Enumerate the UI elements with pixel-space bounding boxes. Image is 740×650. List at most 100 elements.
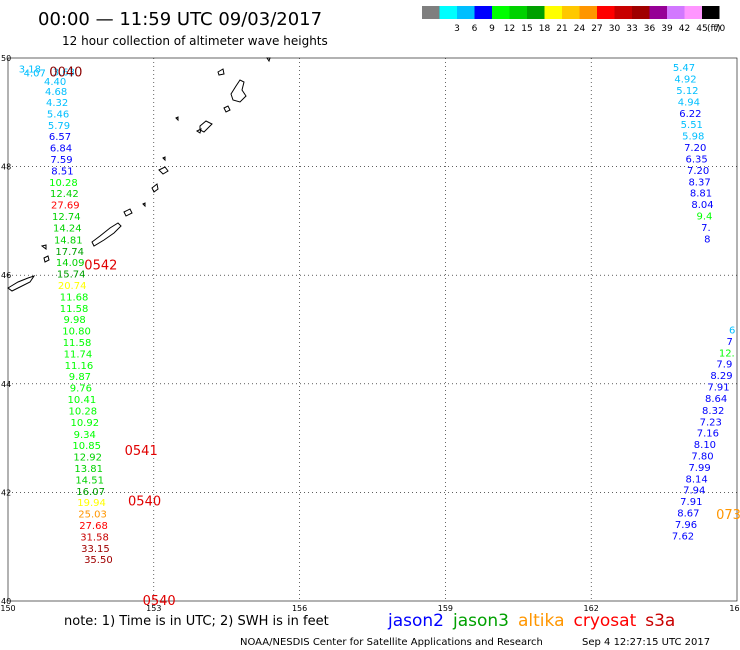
x-tick-label: 162 bbox=[584, 604, 599, 613]
credit-line: NOAA/NESDIS Center for Satellite Applica… bbox=[240, 637, 543, 648]
swh-point-cryosat: 11.74 bbox=[64, 349, 93, 360]
x-tick-label: 165 bbox=[729, 604, 740, 613]
swh-point-cryosat: 9.76 bbox=[70, 384, 92, 395]
swh-point-cryosat: 17.74 bbox=[55, 247, 84, 258]
x-tick-label: 159 bbox=[438, 604, 453, 613]
swh-point-jason2: 4.94 bbox=[678, 97, 700, 108]
swh-point-cryosat: 15.74 bbox=[57, 270, 86, 281]
swh-point-cryosat: 10.92 bbox=[70, 418, 99, 429]
legend-swatch bbox=[544, 6, 562, 19]
swh-point-jason2: 7.16 bbox=[697, 429, 719, 440]
satellite-label-jason3: jason3 bbox=[452, 611, 509, 631]
coastline-shape bbox=[7, 275, 36, 292]
swh-point-jason2: 12. bbox=[719, 348, 735, 359]
swh-point-jason2: 8.37 bbox=[688, 177, 710, 188]
swh-point-cryosat: 8.51 bbox=[51, 166, 73, 177]
swh-point-cryosat: 27.69 bbox=[51, 201, 80, 212]
swh-point-cryosat: 4.07 bbox=[24, 69, 46, 80]
swh-point-cryosat: 10.28 bbox=[69, 406, 98, 417]
legend-swatch bbox=[614, 6, 632, 19]
swh-point-cryosat: 10.80 bbox=[62, 327, 91, 338]
coastline-shape bbox=[223, 105, 231, 113]
swh-point-cryosat: 12.42 bbox=[50, 189, 79, 200]
x-tick-label: 153 bbox=[146, 604, 161, 613]
swh-point-cryosat: 3.18 bbox=[19, 64, 41, 75]
legend-tick-label: 39 bbox=[661, 24, 673, 34]
y-tick-label: 40 bbox=[1, 597, 11, 606]
legend-tick-label: 6 bbox=[472, 24, 478, 34]
swh-point-cryosat: 11.58 bbox=[60, 304, 89, 315]
pass-time-label: 0542 bbox=[84, 258, 117, 273]
coastline-shape bbox=[217, 68, 225, 76]
coastline-shape bbox=[199, 120, 213, 133]
legend-unit-label: (ft) bbox=[707, 24, 721, 34]
color-legend: 3 6 9 12 15 18 21 24 27 30 33 36 39 42 45 70(ft) bbox=[422, 6, 725, 34]
swh-point-jason2: 8.29 bbox=[710, 371, 732, 382]
swh-point-cryosat: 9.98 bbox=[63, 315, 85, 326]
swh-point-cryosat: 12.74 bbox=[52, 212, 81, 223]
coastline-shape bbox=[142, 202, 146, 208]
swh-point-cryosat: 14.51 bbox=[75, 475, 104, 486]
swh-point-jason2: 7. bbox=[701, 223, 711, 234]
swh-point-jason2: 8.10 bbox=[694, 440, 716, 451]
satellite-legend: jason2 jason3 altika cryosat s3a bbox=[387, 611, 675, 631]
coastline-shape bbox=[230, 79, 247, 103]
swh-point-cryosat: 14.81 bbox=[54, 235, 83, 246]
swh-point-jason2: 6.35 bbox=[686, 154, 708, 165]
plot-frame bbox=[7, 57, 738, 602]
swh-point-cryosat: 5.46 bbox=[47, 109, 69, 120]
legend-swatch bbox=[474, 6, 492, 19]
legend-tick-label: 21 bbox=[556, 24, 567, 34]
satellite-label-altika: altika bbox=[518, 611, 565, 631]
swh-point-cryosat: 4.40 bbox=[44, 77, 66, 88]
coastline-shape bbox=[162, 156, 166, 162]
swh-point-jason2: 6 bbox=[729, 326, 735, 337]
swh-point-cryosat: 9.34 bbox=[74, 430, 96, 441]
swh-point-jason2: 7.62 bbox=[672, 531, 694, 542]
legend-swatch bbox=[597, 6, 615, 19]
swh-point-jason2: 7.99 bbox=[688, 463, 710, 474]
pass-time-labels: 0040 0542 0541 0540 0540 073 bbox=[49, 66, 740, 609]
swh-point-jason2: 7.96 bbox=[675, 520, 697, 531]
gridlines bbox=[8, 58, 737, 601]
legend-swatch bbox=[422, 6, 440, 19]
legend-swatch bbox=[492, 6, 510, 19]
swh-point-cryosat: 10.85 bbox=[72, 441, 101, 452]
swh-point-cryosat: 7.59 bbox=[50, 155, 72, 166]
swh-point-jason2: 8.04 bbox=[691, 200, 713, 211]
swh-point-jason2: 7.91 bbox=[707, 383, 729, 394]
coastline-shape bbox=[196, 128, 202, 134]
swh-point-cryosat: 14.24 bbox=[53, 223, 82, 234]
legend-tick-label: 9 bbox=[489, 24, 495, 34]
swh-point-jason2: 5.47 bbox=[673, 63, 695, 74]
swh-point-cryosat: 31.58 bbox=[80, 532, 109, 543]
axis-tick-labels: 150 153 156 159 162 165 40 42 44 46 48 50 bbox=[0, 54, 740, 613]
legend-tick-label: 33 bbox=[626, 24, 637, 34]
swh-point-cryosat: 12.92 bbox=[73, 453, 102, 464]
swh-point-jason2: 7.9 bbox=[716, 360, 732, 371]
swh-point-cryosat: 16.07 bbox=[76, 487, 105, 498]
legend-swatch bbox=[457, 6, 475, 19]
swh-point-jason2: 8 bbox=[704, 234, 710, 245]
swh-point-jason2: 8.14 bbox=[686, 474, 708, 485]
swh-point-cryosat: 3.63 bbox=[53, 68, 75, 79]
x-tick-label: 150 bbox=[0, 604, 15, 613]
coastline-shape bbox=[151, 183, 159, 193]
swh-point-cryosat: 13.81 bbox=[74, 464, 103, 475]
coastline-shape bbox=[40, 244, 47, 250]
swh-point-cryosat: 14.09 bbox=[56, 258, 85, 269]
legend-swatch bbox=[702, 6, 720, 19]
swh-point-cryosat: 25.03 bbox=[78, 510, 107, 521]
swh-point-jason2: 7.94 bbox=[683, 486, 705, 497]
satellite-label-jason2: jason2 bbox=[387, 611, 444, 631]
coastline-shape bbox=[91, 222, 122, 247]
pass-time-label: 0540 bbox=[128, 495, 161, 510]
legend-tick-label: 36 bbox=[644, 24, 656, 34]
generated-timestamp: Sep 4 12:27:15 UTC 2017 bbox=[582, 637, 710, 648]
swh-point-cryosat: 4.32 bbox=[46, 98, 68, 109]
swh-point-cryosat: 9.87 bbox=[69, 372, 91, 383]
swh-point-jason2: 9.4 bbox=[696, 211, 712, 222]
swh-point-cryosat: 11.16 bbox=[65, 361, 94, 372]
legend-tick-label: 3 bbox=[454, 24, 460, 34]
